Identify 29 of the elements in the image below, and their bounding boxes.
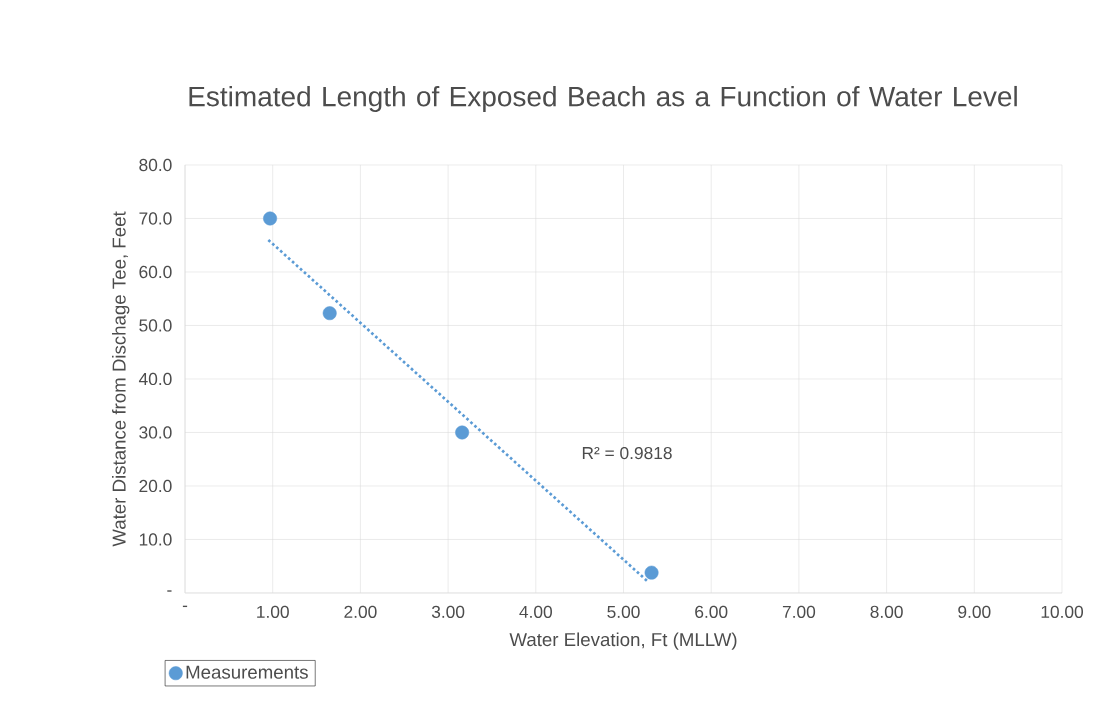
y-tick-label: 80.0	[139, 158, 172, 172]
y-tick-label: -	[167, 590, 172, 592]
legend-label: Measurements	[186, 665, 308, 679]
y-tick-label: 10.0	[139, 533, 172, 546]
y-axis-title: Water Distance from Dischage Tee, Feet	[112, 211, 130, 547]
x-tick-label: 3.00	[431, 605, 465, 618]
y-tick-label: 20.0	[139, 479, 172, 493]
x-tick-label: 4.00	[519, 605, 552, 618]
y-tick-label: 50.0	[139, 319, 172, 332]
x-tick-label: 2.00	[344, 605, 377, 618]
point	[322, 306, 337, 321]
x-tick-label: 7.00	[782, 605, 816, 618]
x-tick-label: 5.00	[607, 605, 640, 618]
y-tick-label: 40.0	[138, 372, 172, 386]
chart-title: Estimated Length of Exposed Beach as a Function of Water Level	[189, 85, 1017, 113]
point	[455, 425, 470, 440]
point	[263, 211, 278, 226]
x-tick-label: 9.00	[958, 605, 991, 618]
x-tick-label: 6.00	[695, 605, 728, 618]
y-tick-label: 60.0	[139, 265, 172, 279]
y-tick-label: 70.0	[139, 212, 172, 225]
x-tick-label: 8.00	[870, 605, 903, 618]
x-tick-label: 1.00	[257, 605, 289, 618]
x-axis-title: Water Elevation, Ft (MLLW)	[509, 632, 737, 650]
x-tick-label: -	[182, 605, 188, 608]
annotation: R² = 0.9818	[582, 446, 672, 460]
point	[644, 565, 659, 580]
x-tick-label: 10.00	[1041, 605, 1084, 618]
y-tick-label: 30.0	[139, 426, 172, 439]
